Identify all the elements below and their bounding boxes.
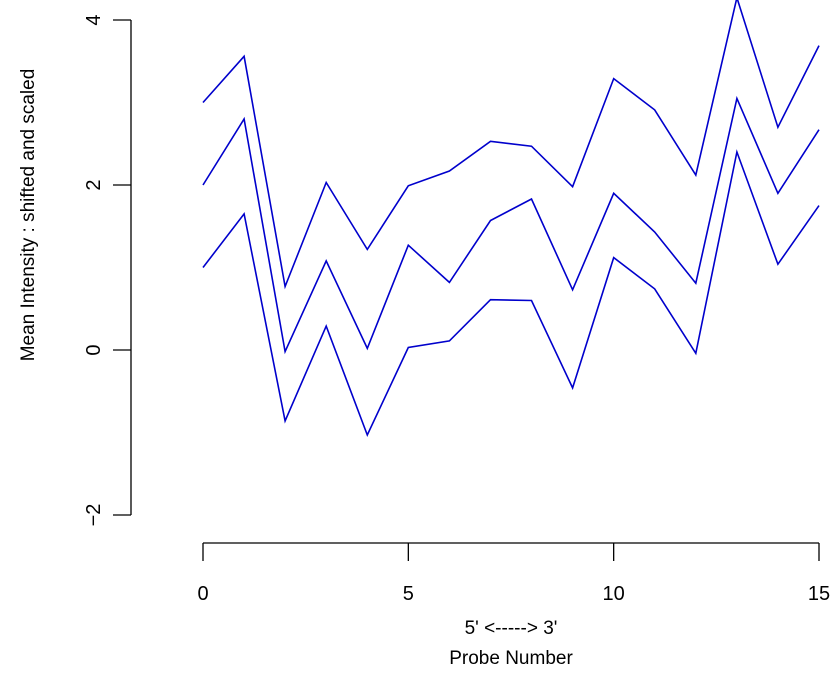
y-tick-label: 4 <box>83 14 105 25</box>
y-tick-label: 2 <box>83 179 105 190</box>
x-tick-label: 0 <box>197 583 208 605</box>
y-tick-label: 0 <box>83 344 105 355</box>
x-axis: 0 5 10 15 <box>197 542 830 605</box>
x-tick-label: 5 <box>403 583 414 605</box>
y-tick-label: −2 <box>83 504 105 527</box>
series-line-3 <box>202 149 820 438</box>
x-tick-label: 10 <box>603 583 625 605</box>
x-axis-label-orientation: 5' <-----> 3' <box>465 618 558 639</box>
x-axis-label: Probe Number <box>449 648 573 669</box>
plot-lines <box>202 0 820 438</box>
series-line-2 <box>202 95 820 355</box>
y-axis: −2 0 2 4 <box>83 14 132 527</box>
series-line-1 <box>202 0 820 290</box>
x-tick-label: 15 <box>808 583 830 605</box>
y-axis-label: Mean Intensity : shifted and scaled <box>18 69 39 362</box>
